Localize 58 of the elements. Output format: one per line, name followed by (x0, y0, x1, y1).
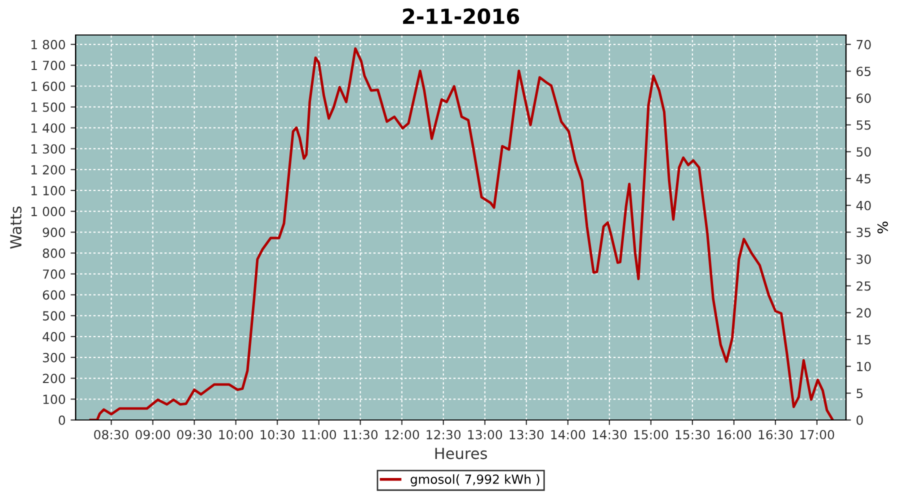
y2-tick-label: 20 (856, 308, 871, 318)
x-tick-label: 12:00 (385, 430, 420, 440)
x-tick-label: 17:00 (800, 430, 834, 440)
y-tick-label: 100 (43, 394, 66, 404)
x-tick-label: 14:00 (551, 430, 586, 440)
y2-tick-label: 45 (856, 174, 871, 184)
x-tick-label: 15:00 (634, 430, 668, 440)
y2-tick-label: 55 (856, 120, 871, 130)
y-tick-label: 0 (58, 415, 66, 425)
chart-title: 2-11-2016 (403, 8, 520, 24)
y-tick-label: 1 700 (31, 60, 66, 70)
x-tick-label: 14:30 (592, 430, 627, 440)
y2-tick-label: 50 (856, 147, 871, 157)
x-tick-label: 09:30 (177, 430, 212, 440)
y2-tick-label: 65 (856, 66, 871, 76)
x-tick-label: 09:00 (136, 430, 170, 440)
y2-tick-label: 35 (856, 228, 871, 238)
y2-tick-label: 15 (857, 335, 871, 344)
y-tick-label: 1 100 (31, 186, 66, 196)
x-tick-label: 13:30 (510, 430, 544, 440)
y-tick-label: 1 000 (31, 206, 66, 216)
y-tick-label: 400 (42, 332, 66, 342)
y2-tick-label: 60 (856, 94, 871, 103)
x-tick-label: 16:00 (717, 430, 752, 440)
y-tick-label: 200 (42, 374, 66, 384)
x-tick-label: 11:30 (344, 430, 378, 440)
y2-tick-label: 0 (856, 415, 863, 425)
y2-tick-label: 25 (856, 281, 871, 291)
y2-tick-label: 70 (856, 40, 871, 50)
y-tick-label: 300 (42, 352, 66, 362)
x-tick-label: 13:00 (468, 430, 502, 440)
x-tick-label: 12:30 (426, 430, 461, 440)
y-axis-title: Watts (10, 206, 22, 249)
y-tick-label: 1 400 (31, 123, 66, 133)
legend-label: gmosol( 7,992 kWh ) (410, 474, 540, 486)
x-axis-title: Heures (435, 448, 487, 460)
y-tick-label: 500 (42, 311, 66, 321)
line-series (89, 47, 834, 420)
y-tick-label: 600 (42, 290, 66, 300)
x-tick-label: 08:30 (94, 430, 128, 440)
x-tick-label: 11:00 (302, 430, 336, 440)
y2-tick-label: 5 (856, 388, 863, 398)
y2-tick-label: 40 (856, 200, 871, 210)
y-tick-label: 1 800 (31, 40, 66, 50)
y2-tick-label: 10 (857, 362, 871, 372)
y-tick-label: 1 600 (31, 82, 66, 92)
y-tick-label: 1 200 (31, 165, 66, 175)
y-tick-label: 800 (42, 248, 66, 258)
y-tick-label: 700 (43, 269, 66, 279)
y-tick-label: 900 (42, 228, 66, 238)
y-tick-label: 1 500 (31, 102, 66, 112)
x-tick-label: 15:30 (676, 430, 710, 440)
x-tick-label: 10:00 (219, 430, 254, 440)
y2-axis-title: % (877, 222, 888, 234)
y2-tick-label: 30 (856, 254, 871, 264)
y-tick-label: 1 300 (31, 144, 66, 154)
x-tick-label: 10:30 (260, 430, 295, 440)
x-tick-label: 16:30 (758, 430, 793, 440)
